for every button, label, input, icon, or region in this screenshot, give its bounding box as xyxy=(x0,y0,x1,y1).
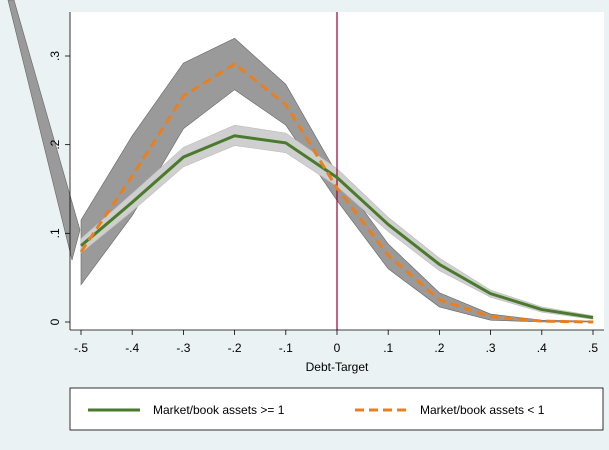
x-tick-label: .1 xyxy=(383,341,393,355)
x-axis-label: Debt-Target xyxy=(306,360,369,374)
x-tick-label: 0 xyxy=(334,341,341,355)
confidence-band xyxy=(80,124,594,320)
x-tick-label: -.2 xyxy=(228,341,242,355)
x-tick-label: .3 xyxy=(486,341,496,355)
band-artifact xyxy=(7,0,81,261)
x-tick-label: -.1 xyxy=(279,341,293,355)
y-tick-label: .3 xyxy=(48,51,62,61)
x-tick-label: -.3 xyxy=(176,341,190,355)
legend-box xyxy=(69,387,604,431)
y-tick-label: 0 xyxy=(48,318,62,325)
x-tick-label: .4 xyxy=(537,341,547,355)
legend-label: Market/book assets >= 1 xyxy=(153,403,285,417)
series-line xyxy=(80,134,594,320)
series-line xyxy=(79,62,594,324)
x-tick-label: -.5 xyxy=(74,341,88,355)
y-tick-label: .2 xyxy=(48,139,62,149)
x-tick-label: .5 xyxy=(588,341,598,355)
x-tick-label: -.4 xyxy=(125,341,139,355)
x-tick-label: .2 xyxy=(434,341,444,355)
legend-label: Market/book assets < 1 xyxy=(420,403,545,417)
y-tick-label: .1 xyxy=(48,228,62,238)
